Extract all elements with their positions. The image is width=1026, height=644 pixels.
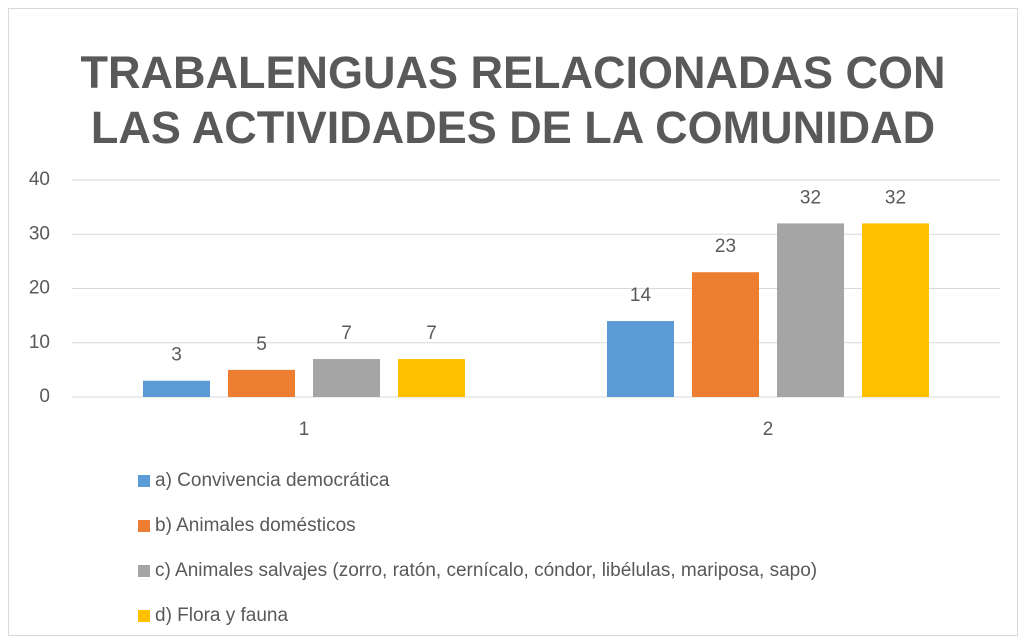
data-label: 23 xyxy=(715,236,736,257)
x-tick-label: 1 xyxy=(299,419,310,440)
legend-label: b) Animales domésticos xyxy=(155,515,356,536)
data-label: 7 xyxy=(341,323,352,344)
data-label: 7 xyxy=(426,323,437,344)
legend-swatch xyxy=(138,475,150,487)
data-label: 14 xyxy=(630,285,652,306)
data-label: 5 xyxy=(256,334,267,355)
chart-title: LAS ACTIVIDADES DE LA COMUNIDAD xyxy=(91,102,935,153)
legend-label: d) Flora y fauna xyxy=(155,605,288,626)
bar xyxy=(398,359,465,397)
legend-label: a) Convivencia democrática xyxy=(155,470,390,491)
bar xyxy=(692,272,759,397)
bar xyxy=(607,321,674,397)
y-tick-label: 0 xyxy=(39,386,50,407)
chart-title: TRABALENGUAS RELACIONADAS CON xyxy=(81,47,946,98)
bar xyxy=(228,369,295,397)
x-tick-label: 2 xyxy=(763,419,774,440)
legend-label: c) Animales salvajes (zorro, ratón, cern… xyxy=(155,560,817,581)
y-tick-label: 30 xyxy=(29,223,50,244)
bar xyxy=(313,359,380,397)
bar xyxy=(862,223,929,397)
chart-border xyxy=(8,8,1018,636)
data-label: 3 xyxy=(171,345,182,366)
y-tick-label: 10 xyxy=(29,332,50,353)
bar xyxy=(777,223,844,397)
data-label: 32 xyxy=(885,187,906,208)
legend-swatch xyxy=(138,610,150,622)
legend-swatch xyxy=(138,565,150,577)
y-tick-label: 20 xyxy=(29,278,50,299)
data-label: 32 xyxy=(800,187,821,208)
bar xyxy=(143,380,210,397)
y-tick-label: 40 xyxy=(29,169,50,190)
legend-swatch xyxy=(138,520,150,532)
